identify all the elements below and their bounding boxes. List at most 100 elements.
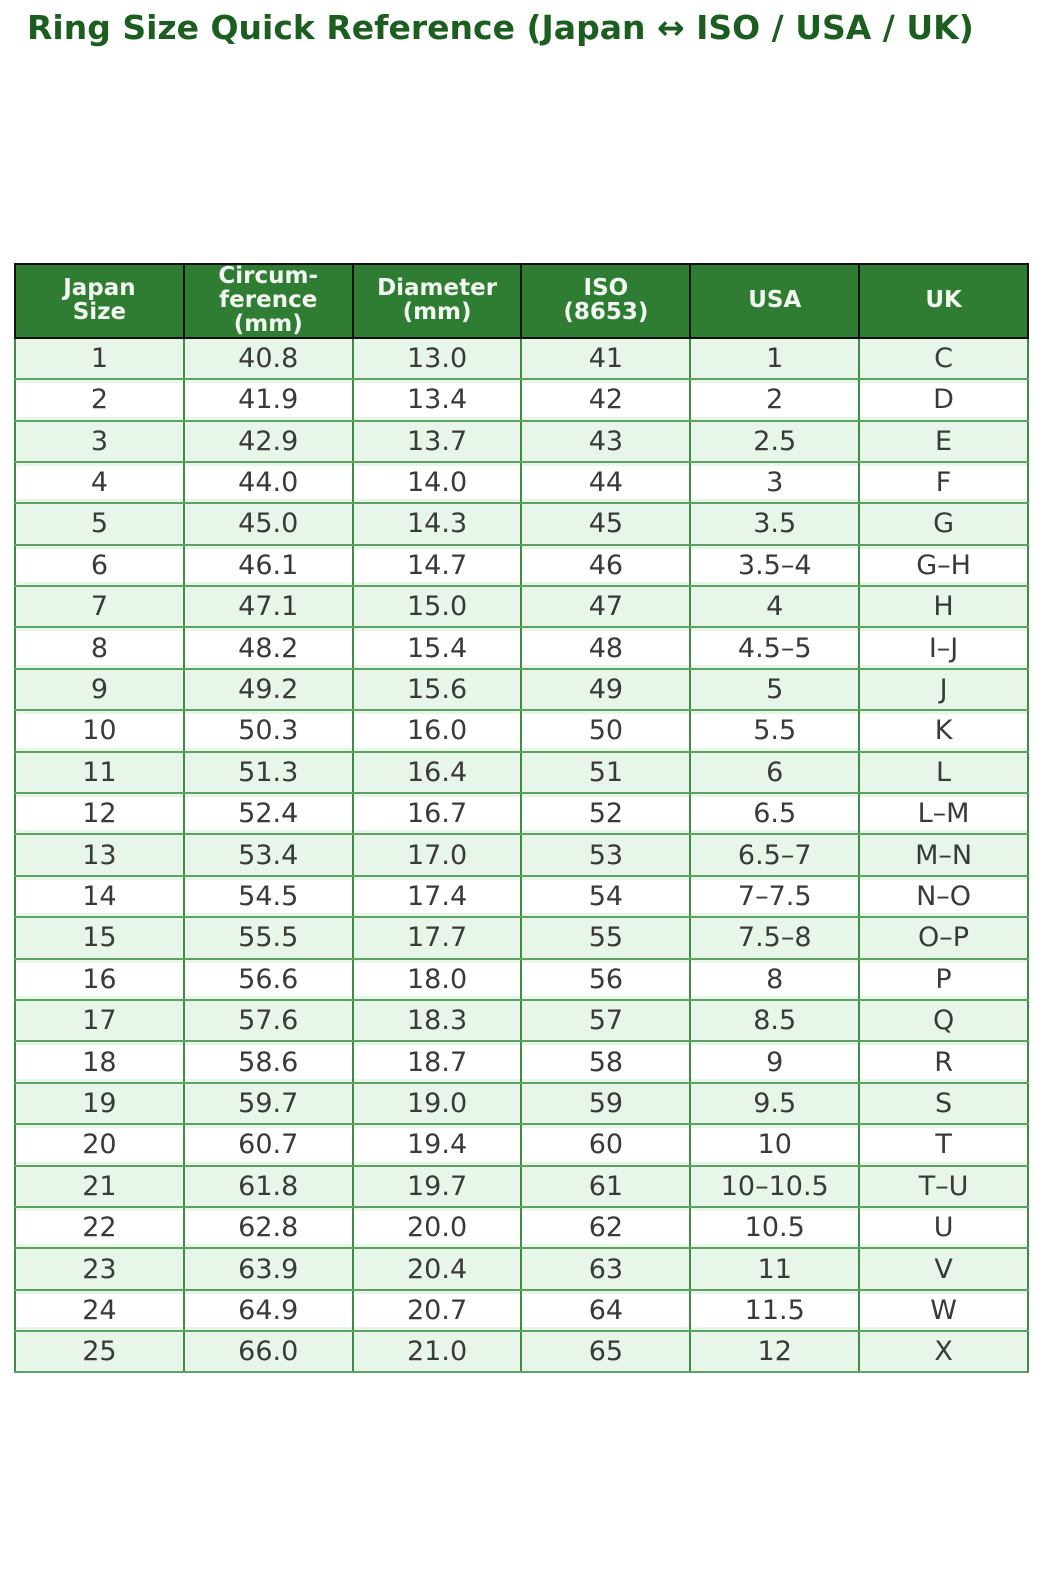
cell-diameter-mm: 15.0 bbox=[351, 585, 523, 629]
cell-iso-8653: 48 bbox=[520, 626, 692, 670]
cell-japan-size: 13 bbox=[14, 833, 185, 877]
cell-diameter-mm: 14.3 bbox=[351, 502, 523, 546]
cell-diameter-mm: 13.0 bbox=[351, 336, 523, 381]
cell-usa: 11.5 bbox=[689, 1288, 861, 1333]
cell-iso-8653: 64 bbox=[520, 1288, 692, 1333]
cell-uk: L–M bbox=[858, 792, 1029, 836]
cell-iso-8653: 53 bbox=[520, 833, 692, 877]
cell-circumference-mm: 61.8 bbox=[182, 1164, 354, 1208]
cell-iso-8653: 56 bbox=[520, 957, 692, 1001]
cell-japan-size: 1 bbox=[14, 336, 185, 381]
cell-diameter-mm: 19.4 bbox=[351, 1123, 523, 1167]
cell-uk: F bbox=[858, 460, 1029, 505]
cell-diameter-mm: 20.4 bbox=[351, 1247, 523, 1291]
cell-iso-8653: 58 bbox=[520, 1040, 692, 1084]
cell-iso-8653: 65 bbox=[520, 1330, 692, 1374]
table-row: 13 53.4 17.0 53 6.5–7 M–N bbox=[14, 833, 1029, 877]
cell-diameter-mm: 19.7 bbox=[351, 1164, 523, 1208]
cell-circumference-mm: 54.5 bbox=[182, 874, 354, 919]
cell-uk: R bbox=[858, 1040, 1029, 1084]
cell-usa: 10 bbox=[689, 1123, 861, 1167]
table-row: 17 57.6 18.3 57 8.5 Q bbox=[14, 998, 1029, 1043]
column-header-japan-size: Japan Size bbox=[14, 263, 185, 339]
page-title: Ring Size Quick Reference (Japan ↔ ISO /… bbox=[27, 8, 974, 47]
cell-uk: K bbox=[858, 709, 1029, 753]
cell-circumference-mm: 60.7 bbox=[182, 1123, 354, 1167]
cell-circumference-mm: 40.8 bbox=[182, 336, 354, 381]
table-row: 4 44.0 14.0 44 3 F bbox=[14, 460, 1029, 505]
column-header-iso-8653: ISO (8653) bbox=[520, 263, 692, 339]
cell-uk: V bbox=[858, 1247, 1029, 1291]
cell-japan-size: 12 bbox=[14, 792, 185, 836]
cell-usa: 9.5 bbox=[689, 1081, 861, 1126]
column-header-circumference-mm: Circum- ference (mm) bbox=[182, 263, 354, 339]
cell-diameter-mm: 16.7 bbox=[351, 792, 523, 836]
table-head: Japan Size Circum- ference (mm) Diameter (… bbox=[14, 263, 1029, 339]
table-row: 3 42.9 13.7 43 2.5 E bbox=[14, 419, 1029, 463]
cell-circumference-mm: 55.5 bbox=[182, 916, 354, 960]
table-row: 12 52.4 16.7 52 6.5 L–M bbox=[14, 792, 1029, 836]
cell-usa: 4.5–5 bbox=[689, 626, 861, 670]
cell-iso-8653: 47 bbox=[520, 585, 692, 629]
cell-iso-8653: 41 bbox=[520, 336, 692, 381]
cell-uk: J bbox=[858, 667, 1029, 712]
table-row: 5 45.0 14.3 45 3.5 G bbox=[14, 502, 1029, 546]
cell-diameter-mm: 18.0 bbox=[351, 957, 523, 1001]
cell-diameter-mm: 20.0 bbox=[351, 1205, 523, 1250]
cell-usa: 1 bbox=[689, 336, 861, 381]
cell-uk: N–O bbox=[858, 874, 1029, 919]
cell-usa: 11 bbox=[689, 1247, 861, 1291]
table-row: 6 46.1 14.7 46 3.5–4 G–H bbox=[14, 543, 1029, 588]
cell-uk: H bbox=[858, 585, 1029, 629]
cell-diameter-mm: 17.7 bbox=[351, 916, 523, 960]
table-row: 7 47.1 15.0 47 4 H bbox=[14, 585, 1029, 629]
cell-uk: C bbox=[858, 336, 1029, 381]
cell-japan-size: 11 bbox=[14, 750, 185, 795]
cell-japan-size: 3 bbox=[14, 419, 185, 463]
cell-uk: T bbox=[858, 1123, 1029, 1167]
table-row: 21 61.8 19.7 61 10–10.5 T–U bbox=[14, 1164, 1029, 1208]
cell-uk: D bbox=[858, 378, 1029, 422]
table-row: 23 63.9 20.4 63 11 V bbox=[14, 1247, 1029, 1291]
cell-japan-size: 4 bbox=[14, 460, 185, 505]
cell-iso-8653: 45 bbox=[520, 502, 692, 546]
cell-usa: 7.5–8 bbox=[689, 916, 861, 960]
table-row: 20 60.7 19.4 60 10 T bbox=[14, 1123, 1029, 1167]
cell-diameter-mm: 14.0 bbox=[351, 460, 523, 505]
cell-iso-8653: 62 bbox=[520, 1205, 692, 1250]
cell-diameter-mm: 13.4 bbox=[351, 378, 523, 422]
column-header-diameter-mm: Diameter (mm) bbox=[351, 263, 523, 339]
cell-uk: X bbox=[858, 1330, 1029, 1374]
cell-japan-size: 24 bbox=[14, 1288, 185, 1333]
cell-usa: 6.5 bbox=[689, 792, 861, 836]
cell-japan-size: 8 bbox=[14, 626, 185, 670]
cell-japan-size: 21 bbox=[14, 1164, 185, 1208]
cell-iso-8653: 49 bbox=[520, 667, 692, 712]
cell-diameter-mm: 13.7 bbox=[351, 419, 523, 463]
cell-usa: 5.5 bbox=[689, 709, 861, 753]
cell-circumference-mm: 57.6 bbox=[182, 998, 354, 1043]
cell-japan-size: 25 bbox=[14, 1330, 185, 1374]
cell-diameter-mm: 18.7 bbox=[351, 1040, 523, 1084]
table-row: 15 55.5 17.7 55 7.5–8 O–P bbox=[14, 916, 1029, 960]
cell-iso-8653: 42 bbox=[520, 378, 692, 422]
cell-japan-size: 5 bbox=[14, 502, 185, 546]
cell-uk: T–U bbox=[858, 1164, 1029, 1208]
cell-uk: P bbox=[858, 957, 1029, 1001]
cell-iso-8653: 60 bbox=[520, 1123, 692, 1167]
cell-usa: 3 bbox=[689, 460, 861, 505]
cell-diameter-mm: 20.7 bbox=[351, 1288, 523, 1333]
cell-usa: 7–7.5 bbox=[689, 874, 861, 919]
table-header-row: Japan Size Circum- ference (mm) Diameter (… bbox=[14, 263, 1029, 339]
cell-usa: 6.5–7 bbox=[689, 833, 861, 877]
cell-circumference-mm: 47.1 bbox=[182, 585, 354, 629]
cell-japan-size: 10 bbox=[14, 709, 185, 753]
cell-circumference-mm: 63.9 bbox=[182, 1247, 354, 1291]
table-row: 18 58.6 18.7 58 9 R bbox=[14, 1040, 1029, 1084]
cell-iso-8653: 54 bbox=[520, 874, 692, 919]
cell-diameter-mm: 15.4 bbox=[351, 626, 523, 670]
table-row: 22 62.8 20.0 62 10.5 U bbox=[14, 1205, 1029, 1250]
cell-diameter-mm: 21.0 bbox=[351, 1330, 523, 1374]
cell-japan-size: 7 bbox=[14, 585, 185, 629]
cell-circumference-mm: 48.2 bbox=[182, 626, 354, 670]
